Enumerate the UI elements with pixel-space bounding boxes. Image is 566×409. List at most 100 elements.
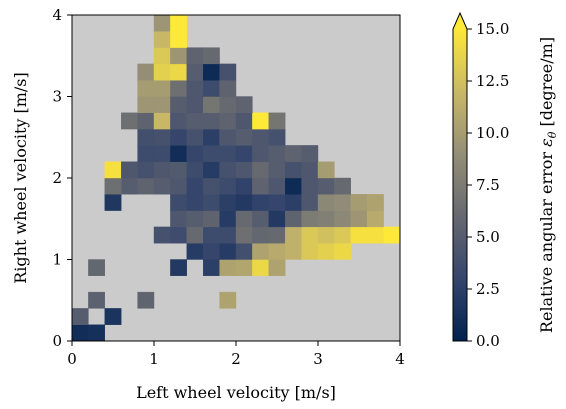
x-tick-label: 4	[395, 350, 405, 368]
heatmap-cell	[137, 145, 155, 162]
heatmap-cell	[186, 226, 204, 244]
heatmap-cell	[170, 128, 187, 146]
heatmap-cell	[202, 161, 220, 179]
heatmap-cell	[202, 96, 220, 113]
heatmap-cell	[104, 194, 122, 211]
heatmap-cell	[252, 161, 269, 179]
heatmap-cell	[252, 145, 269, 162]
heatmap-cell	[137, 63, 155, 81]
heatmap-cell	[285, 145, 302, 162]
heatmap-cell	[71, 308, 89, 325]
heatmap-cell	[186, 47, 204, 65]
heatmap-cell	[268, 161, 286, 179]
heatmap-cell	[170, 259, 187, 276]
heatmap-cell	[317, 242, 335, 260]
heatmap-cell	[170, 47, 187, 65]
heatmap-cell	[301, 242, 319, 260]
colorbar-label-suffix: [degree/m]	[537, 37, 556, 132]
colorbar-tick-label: 0.0	[476, 332, 500, 350]
heatmap-cell	[268, 145, 286, 162]
colorbar-tick-label: 12.5	[476, 72, 509, 90]
colorbar-tick-label: 5.0	[476, 228, 500, 246]
heatmap-cell	[137, 291, 155, 309]
heatmap-cell	[219, 242, 237, 260]
colorbar-label-prefix: Relative angular error	[537, 147, 556, 333]
heatmap-cell	[170, 79, 187, 97]
heatmap-cell	[252, 226, 269, 244]
heatmap-cell	[186, 112, 204, 130]
y-tick-label: 4	[52, 6, 62, 24]
heatmap-cell	[186, 128, 204, 146]
heatmap-cell	[153, 177, 171, 195]
x-axis-label: Left wheel velocity [m/s]	[136, 383, 336, 402]
heatmap-cell	[186, 210, 204, 228]
heatmap-cell	[153, 226, 171, 244]
heatmap-cell	[186, 177, 204, 195]
colorbar-label-subscript: θ	[546, 131, 559, 138]
heatmap-cell	[235, 226, 253, 244]
heatmap-cell	[88, 259, 106, 276]
heatmap-cell	[301, 226, 319, 244]
heatmap-cell	[219, 226, 237, 244]
heatmap-cell	[285, 194, 302, 211]
colorbar-tick-label: 10.0	[476, 124, 509, 142]
heatmap-cell	[219, 291, 237, 309]
heatmap-cell	[202, 145, 220, 162]
heatmap-cell	[301, 210, 319, 228]
heatmap-cell	[137, 177, 155, 195]
x-tick-label: 0	[67, 350, 77, 368]
colorbar-ticks: 0.0 2.5 5.0 7.5 10.0 12.5 15.0	[467, 20, 509, 350]
heatmap-cell	[219, 128, 237, 146]
heatmap-cell	[317, 210, 335, 228]
heatmap-cell	[170, 96, 187, 113]
heatmap-cell	[120, 177, 138, 195]
heatmap-cell	[137, 161, 155, 179]
heatmap-cell	[186, 194, 204, 211]
heatmap-cell	[88, 324, 106, 342]
heatmap-cell	[170, 63, 187, 81]
heatmap-cell	[186, 79, 204, 97]
heatmap-cell	[252, 259, 269, 276]
heatmap-cells	[71, 14, 401, 342]
heatmap-cell	[219, 96, 237, 113]
colorbar-label-symbol: ε	[537, 138, 556, 147]
heatmap-cell	[235, 161, 253, 179]
heatmap-cell	[153, 31, 171, 48]
heatmap-cell	[153, 63, 171, 81]
heatmap-cell	[285, 177, 302, 195]
heatmap-cell	[285, 226, 302, 244]
heatmap-cell	[235, 112, 253, 130]
heatmap-cell	[153, 79, 171, 97]
heatmap-cell	[317, 177, 335, 195]
heatmap-cell	[268, 242, 286, 260]
heatmap-cell	[170, 226, 187, 244]
heatmap-cell	[88, 291, 106, 309]
heatmap-cell	[301, 161, 319, 179]
heatmap-cell	[104, 161, 122, 179]
heatmap-cell	[252, 128, 269, 146]
colorbar-tick-label: 15.0	[476, 20, 509, 38]
heatmap-cell	[71, 324, 89, 342]
x-tick-label: 3	[313, 350, 323, 368]
heatmap-cell	[219, 259, 237, 276]
heatmap-cell	[252, 194, 269, 211]
heatmap-cell	[235, 210, 253, 228]
heatmap-cell	[350, 210, 368, 228]
heatmap-cell	[235, 145, 253, 162]
heatmap-cell	[137, 79, 155, 97]
heatmap-cell	[170, 177, 187, 195]
heatmap-cell	[202, 242, 220, 260]
heatmap-cell	[301, 194, 319, 211]
heatmap-cell	[186, 96, 204, 113]
heatmap-cell	[235, 96, 253, 113]
heatmap-cell	[285, 242, 302, 260]
heatmap-cell	[219, 194, 237, 211]
heatmap-cell	[285, 210, 302, 228]
heatmap-cell	[334, 242, 351, 260]
heatmap-cell	[350, 226, 368, 244]
heatmap-cell	[317, 226, 335, 244]
heatmap-cell	[137, 128, 155, 146]
heatmap-cell	[170, 145, 187, 162]
heatmap-cell	[219, 161, 237, 179]
